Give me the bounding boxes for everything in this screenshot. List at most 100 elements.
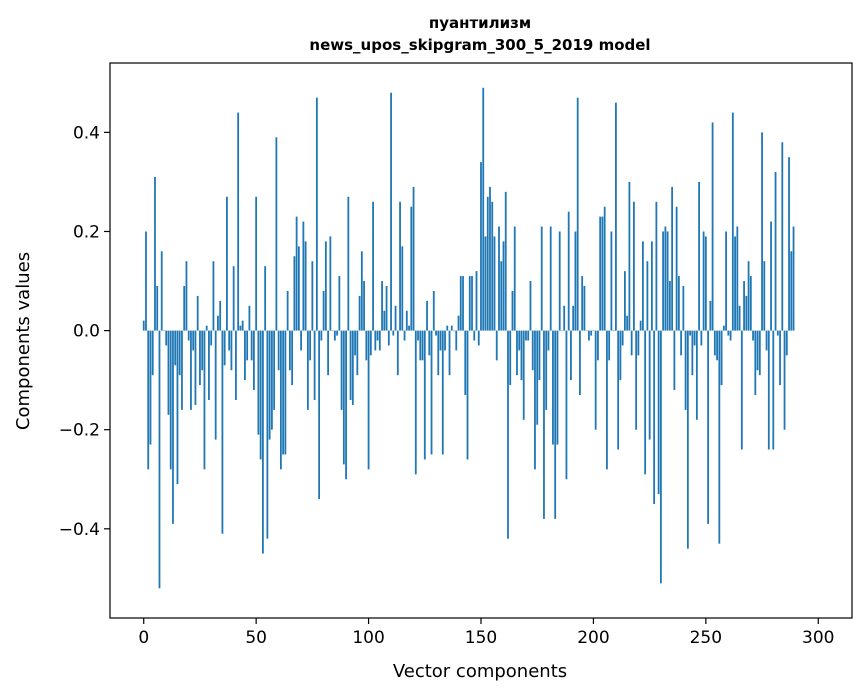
bar	[659, 330, 662, 584]
bar	[309, 330, 312, 361]
bar	[248, 305, 251, 331]
bar	[223, 330, 226, 366]
bar	[749, 276, 752, 331]
bar	[761, 132, 763, 331]
bar	[302, 221, 305, 331]
bar	[776, 330, 779, 336]
bar	[295, 216, 298, 331]
bar	[765, 330, 768, 351]
bar	[700, 330, 703, 346]
bar	[743, 281, 745, 331]
bar	[565, 330, 568, 480]
bar	[612, 330, 615, 332]
bar	[740, 330, 743, 450]
bar	[680, 330, 683, 356]
bar	[691, 330, 694, 376]
bar	[396, 330, 399, 376]
bar	[453, 330, 455, 332]
bar	[459, 276, 462, 331]
bar	[592, 330, 595, 332]
bar	[196, 295, 199, 331]
bar	[246, 330, 249, 361]
bar	[378, 330, 381, 351]
bar	[455, 330, 458, 351]
bar	[731, 112, 734, 331]
x-tick-label: 0	[138, 628, 149, 648]
bar	[572, 305, 575, 331]
bar	[624, 271, 626, 331]
bar	[583, 285, 586, 331]
bar	[264, 266, 267, 331]
bar	[448, 330, 451, 376]
bar	[579, 330, 581, 396]
bar	[293, 256, 296, 331]
bar	[767, 330, 770, 450]
bar	[466, 330, 469, 460]
bar	[601, 216, 604, 331]
bar	[208, 330, 210, 400]
bar	[244, 330, 246, 381]
bar	[345, 330, 347, 480]
bar	[606, 330, 608, 470]
bar	[639, 320, 642, 331]
bar	[432, 290, 435, 331]
bar	[657, 330, 660, 495]
bar	[426, 300, 428, 331]
plot-area-frame	[109, 62, 853, 619]
x-tick-label: 50	[245, 628, 267, 648]
bar	[498, 226, 500, 331]
bar	[608, 330, 611, 361]
y-tick-label: 0.0	[73, 322, 100, 342]
bar	[444, 330, 446, 351]
bar	[513, 226, 516, 331]
bar	[358, 295, 361, 331]
bar	[403, 330, 406, 341]
bar	[156, 285, 159, 331]
bar	[176, 330, 179, 485]
bar	[230, 330, 233, 371]
x-tick-label: 250	[690, 628, 722, 648]
x-tick-label: 300	[802, 628, 834, 648]
bar	[646, 261, 649, 331]
bar	[576, 97, 579, 331]
bar	[457, 315, 460, 331]
bar	[570, 330, 572, 381]
bar	[241, 320, 244, 331]
bar	[374, 330, 377, 351]
y-tick-label: 0.4	[73, 123, 100, 143]
bar	[381, 281, 383, 331]
bar	[210, 330, 213, 346]
bar	[282, 330, 285, 455]
bar	[232, 266, 235, 331]
x-tick-label: 150	[465, 628, 497, 648]
bar	[145, 231, 147, 331]
bar	[324, 241, 327, 331]
bar	[154, 176, 156, 331]
bar	[201, 330, 204, 371]
bar	[633, 201, 635, 331]
bar	[781, 142, 784, 331]
bar	[785, 330, 788, 356]
bar	[689, 330, 692, 336]
bar	[716, 330, 718, 361]
bar	[695, 330, 698, 420]
bar	[507, 330, 509, 539]
bar	[504, 191, 507, 331]
x-axis-label: Vector components	[393, 661, 567, 682]
bar	[217, 315, 219, 331]
bar	[387, 330, 390, 346]
bar	[545, 330, 548, 410]
y-tick-label: −0.4	[59, 520, 100, 540]
bar	[554, 330, 557, 519]
bar	[525, 330, 527, 341]
bar	[410, 206, 413, 331]
bar	[219, 300, 222, 331]
bar	[590, 330, 593, 336]
bar	[441, 330, 444, 455]
bar	[758, 330, 761, 376]
bar	[527, 330, 530, 341]
bar	[311, 261, 314, 331]
bar	[423, 330, 426, 460]
bar	[205, 325, 208, 331]
